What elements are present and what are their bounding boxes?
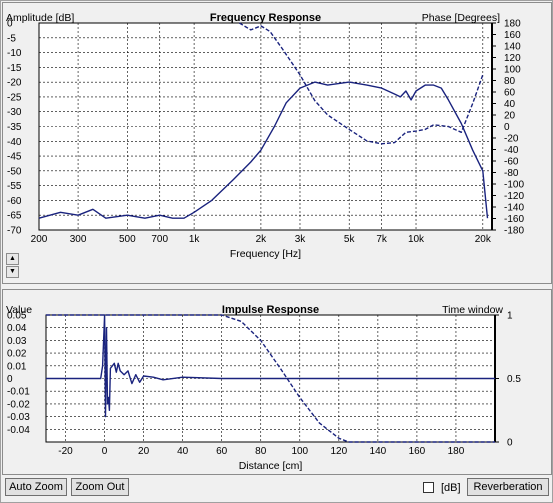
y2-tick-label: 80 <box>504 76 516 87</box>
x-tick-label: 300 <box>70 234 87 245</box>
x-axis-title: Distance [cm] <box>239 460 303 472</box>
y-tick-label: -65 <box>7 211 22 222</box>
y2-axis-title: Time window <box>442 304 503 316</box>
y-tick-label: -10 <box>7 48 22 59</box>
y-tick-label: -15 <box>7 63 22 74</box>
y2-tick-label: 160 <box>504 30 521 41</box>
x-tick-label: 5k <box>344 234 356 245</box>
impulse-series-line <box>46 314 495 418</box>
y2-tick-label: 40 <box>504 99 516 110</box>
x-tick-label: 200 <box>31 234 48 245</box>
y-tick-label: -30 <box>7 107 22 118</box>
x-tick-label: 1k <box>189 234 201 245</box>
y2-tick-label: -120 <box>504 191 524 202</box>
y-tick-label: -0.01 <box>7 387 30 398</box>
x-tick-label: 500 <box>119 234 136 245</box>
x-tick-label: 2k <box>256 234 268 245</box>
y2-tick-label: 180 <box>504 19 521 30</box>
y-tick-label: -70 <box>7 226 22 237</box>
y2-tick-label: -160 <box>504 214 524 225</box>
impulse-response-panel: -20 0 20 40 60 80 100 120 140 160 180 0.05 0.04 0.03 0… <box>2 289 552 475</box>
frequency-response-panel: 200 300 500 700 1k 2k 3k 5k 7k 10k 20k 0 -5 -10 -15 -20… <box>2 2 552 284</box>
x-tick-label: -20 <box>58 446 73 457</box>
y2-tick-label: -40 <box>504 145 519 156</box>
y2-tick-label: 0 <box>504 122 510 133</box>
x-tick-label: 180 <box>448 446 465 457</box>
y-tick-label: 0.01 <box>7 361 27 372</box>
x-axis-title: Frequency [Hz] <box>230 248 301 260</box>
y-tick-label: -40 <box>7 137 22 148</box>
y2-tick-label: 140 <box>504 42 521 53</box>
chart-title: Frequency Response <box>210 12 321 24</box>
x-tick-label: 20 <box>138 446 150 457</box>
y2-tick-label: -180 <box>504 226 524 237</box>
x-tick-label: 3k <box>295 234 307 245</box>
y2-tick-label: 0 <box>507 438 513 449</box>
y-tick-label: -60 <box>7 196 22 207</box>
zoom-out-button[interactable]: Zoom Out <box>71 478 129 496</box>
y2-tick-label: 60 <box>504 88 516 99</box>
y2-tick-label: -140 <box>504 203 524 214</box>
y-tick-label: -20 <box>7 78 22 89</box>
y-tick-label: -25 <box>7 92 22 103</box>
y2-tick-label: -60 <box>504 157 519 168</box>
x-tick-label: 120 <box>330 446 347 457</box>
x-tick-label: 40 <box>177 446 189 457</box>
x-tick-label: 80 <box>255 446 267 457</box>
scroll-down-icon[interactable]: ▼ <box>6 266 19 278</box>
y2-tick-label: 0.5 <box>507 374 521 385</box>
y-tick-label: -0.04 <box>7 425 30 436</box>
scroll-up-icon[interactable]: ▲ <box>6 253 19 265</box>
db-checkbox[interactable] <box>423 482 434 493</box>
y2-tick-label: -100 <box>504 180 524 191</box>
x-tick-label: 10k <box>408 234 425 245</box>
chart-title: Impulse Response <box>222 304 319 316</box>
y-tick-label: 0.04 <box>7 323 27 334</box>
y-tick-label: -55 <box>7 181 22 192</box>
y2-tick-label: 1 <box>507 311 513 322</box>
y-tick-label: 0.05 <box>7 311 27 322</box>
y-tick-label: -35 <box>7 122 22 133</box>
x-tick-label: 100 <box>291 446 308 457</box>
x-tick-label: 60 <box>216 446 228 457</box>
x-tick-label: 140 <box>370 446 387 457</box>
x-tick-label: 7k <box>376 234 388 245</box>
y-tick-label: -0.03 <box>7 412 30 423</box>
x-tick-label: 20k <box>475 234 492 245</box>
x-tick-label: 0 <box>102 446 108 457</box>
y2-tick-label: 100 <box>504 65 521 76</box>
frequency-response-chart[interactable]: 200 300 500 700 1k 2k 3k 5k 7k 10k 20k0-5-10-15-20… <box>3 3 551 283</box>
y-tick-label: -0.02 <box>7 399 30 410</box>
y2-tick-label: -80 <box>504 168 519 179</box>
y-tick-label: -50 <box>7 166 22 177</box>
y-tick-label: 0.03 <box>7 336 27 347</box>
y2-tick-label: 20 <box>504 111 516 122</box>
phase-series-line <box>239 22 484 145</box>
x-tick-label: 700 <box>151 234 168 245</box>
reverberation-button[interactable]: Reverberation <box>467 478 549 496</box>
y2-tick-label: 120 <box>504 53 521 64</box>
y-tick-label: 0 <box>7 19 13 30</box>
time-window-series-line <box>46 314 495 443</box>
y2-tick-label: -20 <box>504 134 519 145</box>
y-axis-title: Value <box>6 304 32 316</box>
y-tick-label: -5 <box>7 33 16 44</box>
impulse-response-chart[interactable]: -20 0 20 40 60 80 100 120 140 160 1800.050.040.030… <box>3 290 551 474</box>
y-tick-label: 0 <box>7 374 13 385</box>
auto-zoom-button[interactable]: Auto Zoom <box>5 478 67 496</box>
y-tick-label: 0.02 <box>7 349 27 360</box>
x-tick-label: 160 <box>409 446 426 457</box>
db-checkbox-label: [dB] <box>441 482 461 494</box>
amplitude-series-line <box>38 81 489 219</box>
y-tick-label: -45 <box>7 152 22 163</box>
y-axis-title: Amplitude [dB] <box>6 12 74 24</box>
y2-axis-title: Phase [Degrees] <box>422 12 500 24</box>
